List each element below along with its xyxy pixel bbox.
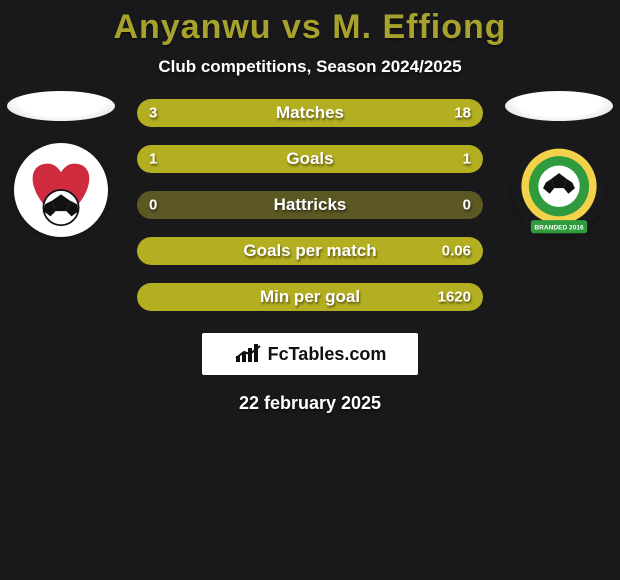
player-right: BRANDED 2016 bbox=[504, 91, 614, 237]
stat-bar-fill-left bbox=[137, 99, 186, 127]
player-left bbox=[6, 91, 116, 237]
stat-value-right: 0 bbox=[463, 197, 471, 214]
stat-value-right: 0.06 bbox=[442, 243, 471, 260]
stat-value-left: 3 bbox=[149, 105, 157, 122]
shield-ball-icon: BRANDED 2016 bbox=[512, 143, 606, 237]
stat-label: Hattricks bbox=[274, 195, 347, 215]
player-right-club-badge: BRANDED 2016 bbox=[512, 143, 606, 237]
stat-value-right: 18 bbox=[454, 105, 471, 122]
stat-bar: 0.06 Goals per match bbox=[137, 237, 483, 265]
player-right-avatar bbox=[505, 91, 613, 121]
page-title: Anyanwu vs M. Effiong bbox=[0, 8, 620, 47]
stat-bar-fill-left bbox=[137, 283, 186, 311]
stat-label: Goals per match bbox=[243, 241, 376, 261]
player-left-club-badge bbox=[14, 143, 108, 237]
player-left-avatar bbox=[7, 91, 115, 121]
snapshot-date: 22 february 2025 bbox=[0, 393, 620, 414]
stat-label: Matches bbox=[276, 103, 344, 123]
comparison-card: Anyanwu vs M. Effiong Club competitions,… bbox=[0, 0, 620, 414]
stat-bar: 1 1 Goals bbox=[137, 145, 483, 173]
bar-chart-icon bbox=[234, 344, 262, 364]
brand-label: FcTables.com bbox=[268, 344, 387, 365]
stage: BRANDED 2016 3 18 Matches 1 1 Goals 0 0 Hattrick… bbox=[0, 99, 620, 414]
stat-value-left: 1 bbox=[149, 151, 157, 168]
stat-value-left: 0 bbox=[149, 197, 157, 214]
stat-label: Min per goal bbox=[260, 287, 360, 307]
subtitle: Club competitions, Season 2024/2025 bbox=[0, 57, 620, 77]
stat-rows: 3 18 Matches 1 1 Goals 0 0 Hattricks 0.06 Goals pe… bbox=[137, 99, 483, 311]
stat-value-right: 1 bbox=[463, 151, 471, 168]
stat-bar: 1620 Min per goal bbox=[137, 283, 483, 311]
stat-bar: 3 18 Matches bbox=[137, 99, 483, 127]
stat-bar-fill-right bbox=[310, 145, 483, 173]
stat-label: Goals bbox=[286, 149, 333, 169]
stat-bar: 0 0 Hattricks bbox=[137, 191, 483, 219]
stat-bar-fill-left bbox=[137, 145, 310, 173]
brand-badge: FcTables.com bbox=[202, 333, 418, 375]
stat-value-right: 1620 bbox=[438, 289, 471, 306]
heart-ball-icon bbox=[17, 146, 105, 234]
svg-text:BRANDED 2016: BRANDED 2016 bbox=[534, 224, 584, 231]
